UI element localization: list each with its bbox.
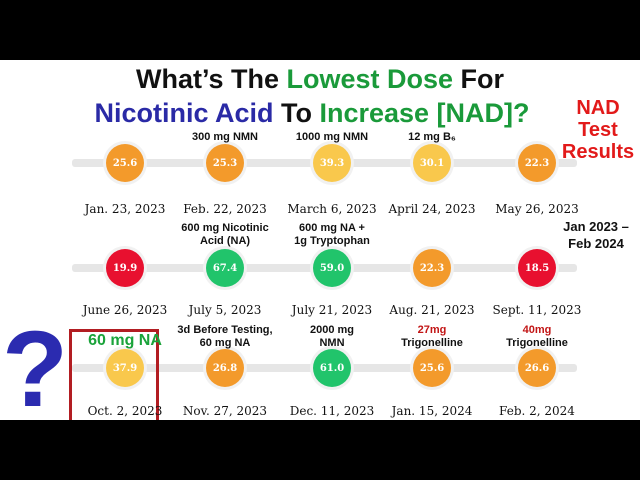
nad-result-dot: 26.8 [206,349,244,387]
infographic-panel: What’s The Lowest Dose For Nicotinic Aci… [0,60,640,420]
intervention-label-line: 3d Before Testing, [177,324,273,336]
intervention-label-line: Acid (NA) [199,235,251,247]
test-date: Feb. 22, 2023 [183,202,267,216]
intervention-label-line: 12 mg B₆ [408,131,456,143]
intervention-label: 600 mg NA +1g Tryptophan [272,222,392,248]
intervention-label: 60 mg NA [65,332,185,350]
intervention-label-line: 60 mg NA [199,337,251,349]
test-date: Jan. 23, 2023 [84,202,166,216]
intervention-label: 40mg Trigonelline [477,324,597,350]
nad-result-dot: 25.6 [413,349,451,387]
highlight-box [69,329,159,420]
intervention-label: 3d Before Testing, 60 mg NA [165,324,285,350]
intervention-label: 600 mg Nicotinic Acid (NA) [165,222,285,248]
test-date: July 5, 2023 [188,303,262,317]
title-line-1-part-1: What’s The [135,64,287,94]
intervention-label: 2000 mg NMN [272,324,392,350]
intervention-label-line: 1g Tryptophan [294,235,370,247]
intervention-label: 1000 mg NMN [272,131,392,144]
intervention-label-line: Trigonelline [401,337,463,349]
question-mark-icon: ? [2,308,68,421]
title-line-2-part-3: Increase [NAD]? [319,98,530,128]
nad-result-dot: 26.6 [518,349,556,387]
test-date: July 21, 2023 [291,303,373,317]
nad-test-results-line-3: Results [561,141,635,163]
title-line-1-part-3: For [453,64,505,94]
intervention-label: 27mg Trigonelline [372,324,492,350]
test-date: Aug. 21, 2023 [389,303,475,317]
test-date: April 24, 2023 [388,202,476,216]
test-date: Jan. 15, 2024 [391,404,473,418]
nad-test-results-line-1: NAD [576,97,620,119]
intervention-label: 300 mg NMN [165,131,285,144]
nad-test-results-label: NAD Test Results [556,97,640,163]
test-date: May 26, 2023 [495,202,579,216]
intervention-label-line: 600 mg Nicotinic [181,222,269,234]
nad-result-dot: 18.5 [518,249,556,287]
title-line-2-part-2: To [273,98,320,128]
title-line-1-part-2: Lowest Dose [286,64,454,94]
intervention-label: 12 mg B₆ [372,131,492,144]
nad-result-dot: 22.3 [518,144,556,182]
test-date: Feb. 2, 2024 [499,404,575,418]
test-date: Dec. 11, 2023 [289,404,375,418]
date-range-line-1: Jan 2023 – [563,219,629,234]
intervention-label-line: Trigonelline [506,337,568,349]
test-date: Nov. 27, 2023 [182,404,268,418]
nad-result-dot: 22.3 [413,249,451,287]
nad-result-dot: 37.9 [106,349,144,387]
test-date: March 6, 2023 [287,202,377,216]
intervention-label-line: 27mg [417,324,447,336]
nad-result-dot: 30.1 [413,144,451,182]
test-date: Oct. 2, 2023 [87,404,163,418]
nad-result-dot: 39.3 [313,144,351,182]
intervention-label-line: NMN [319,337,345,349]
nad-result-dot: 25.6 [106,144,144,182]
nad-test-results-line-2: Test [578,119,618,141]
nad-result-dot: 61.0 [313,349,351,387]
test-date: June 26, 2023 [82,303,168,317]
intervention-label-line: 300 mg NMN [191,131,259,143]
date-range-label: Jan 2023 – Feb 2024 [552,218,640,252]
test-date: Sept. 11, 2023 [492,303,582,317]
title-line-1: What’s The Lowest Dose For [0,64,640,94]
intervention-label-line: 1000 mg NMN [295,131,369,143]
nad-result-dot: 59.0 [313,249,351,287]
title-line-2-part-1: Nicotinic Acid [94,98,274,128]
title-line-2: Nicotinic Acid To Increase [NAD]? [0,98,632,128]
intervention-label-line: 600 mg NA + [299,222,365,234]
nad-result-dot: 25.3 [206,144,244,182]
intervention-label-line: 2000 mg [309,324,355,336]
intervention-label-line: 40mg [522,324,552,336]
nad-result-dot: 67.4 [206,249,244,287]
date-range-line-2: Feb 2024 [568,236,624,251]
nad-result-dot: 19.9 [106,249,144,287]
intervention-label-line: 60 mg NA [88,332,162,349]
